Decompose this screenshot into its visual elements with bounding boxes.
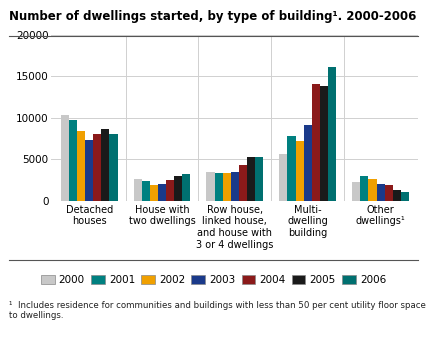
Bar: [60, 115, 69, 201]
Bar: [69, 120, 77, 201]
Bar: [141, 181, 150, 201]
Bar: [384, 185, 392, 201]
Bar: [214, 173, 222, 201]
Bar: [351, 182, 360, 201]
Bar: [376, 184, 384, 201]
Bar: [368, 179, 376, 201]
Bar: [327, 67, 335, 201]
Bar: [303, 125, 311, 201]
Bar: [230, 172, 239, 201]
Bar: [101, 129, 109, 201]
Bar: [158, 184, 166, 201]
Bar: [182, 174, 190, 201]
Bar: [319, 86, 327, 201]
Bar: [279, 154, 287, 201]
Bar: [85, 140, 93, 201]
Legend: 2000, 2001, 2002, 2003, 2004, 2005, 2006: 2000, 2001, 2002, 2003, 2004, 2005, 2006: [41, 275, 385, 285]
Bar: [166, 180, 174, 201]
Bar: [239, 165, 247, 201]
Bar: [360, 176, 368, 201]
Bar: [400, 192, 408, 201]
Bar: [206, 172, 214, 201]
Bar: [150, 185, 158, 201]
Bar: [109, 134, 117, 201]
Bar: [77, 131, 85, 201]
Bar: [311, 84, 319, 201]
Bar: [93, 134, 101, 201]
Bar: [247, 157, 255, 201]
Bar: [255, 157, 263, 201]
Bar: [392, 190, 400, 201]
Bar: [222, 173, 230, 201]
Bar: [174, 176, 182, 201]
Text: ¹  Includes residence for communities and buildings with less than 50 per cent u: ¹ Includes residence for communities and…: [9, 301, 424, 320]
Bar: [133, 179, 141, 201]
Text: Number of dwellings started, by type of building¹. 2000-2006: Number of dwellings started, by type of …: [9, 10, 415, 24]
Bar: [295, 141, 303, 201]
Bar: [287, 136, 295, 201]
